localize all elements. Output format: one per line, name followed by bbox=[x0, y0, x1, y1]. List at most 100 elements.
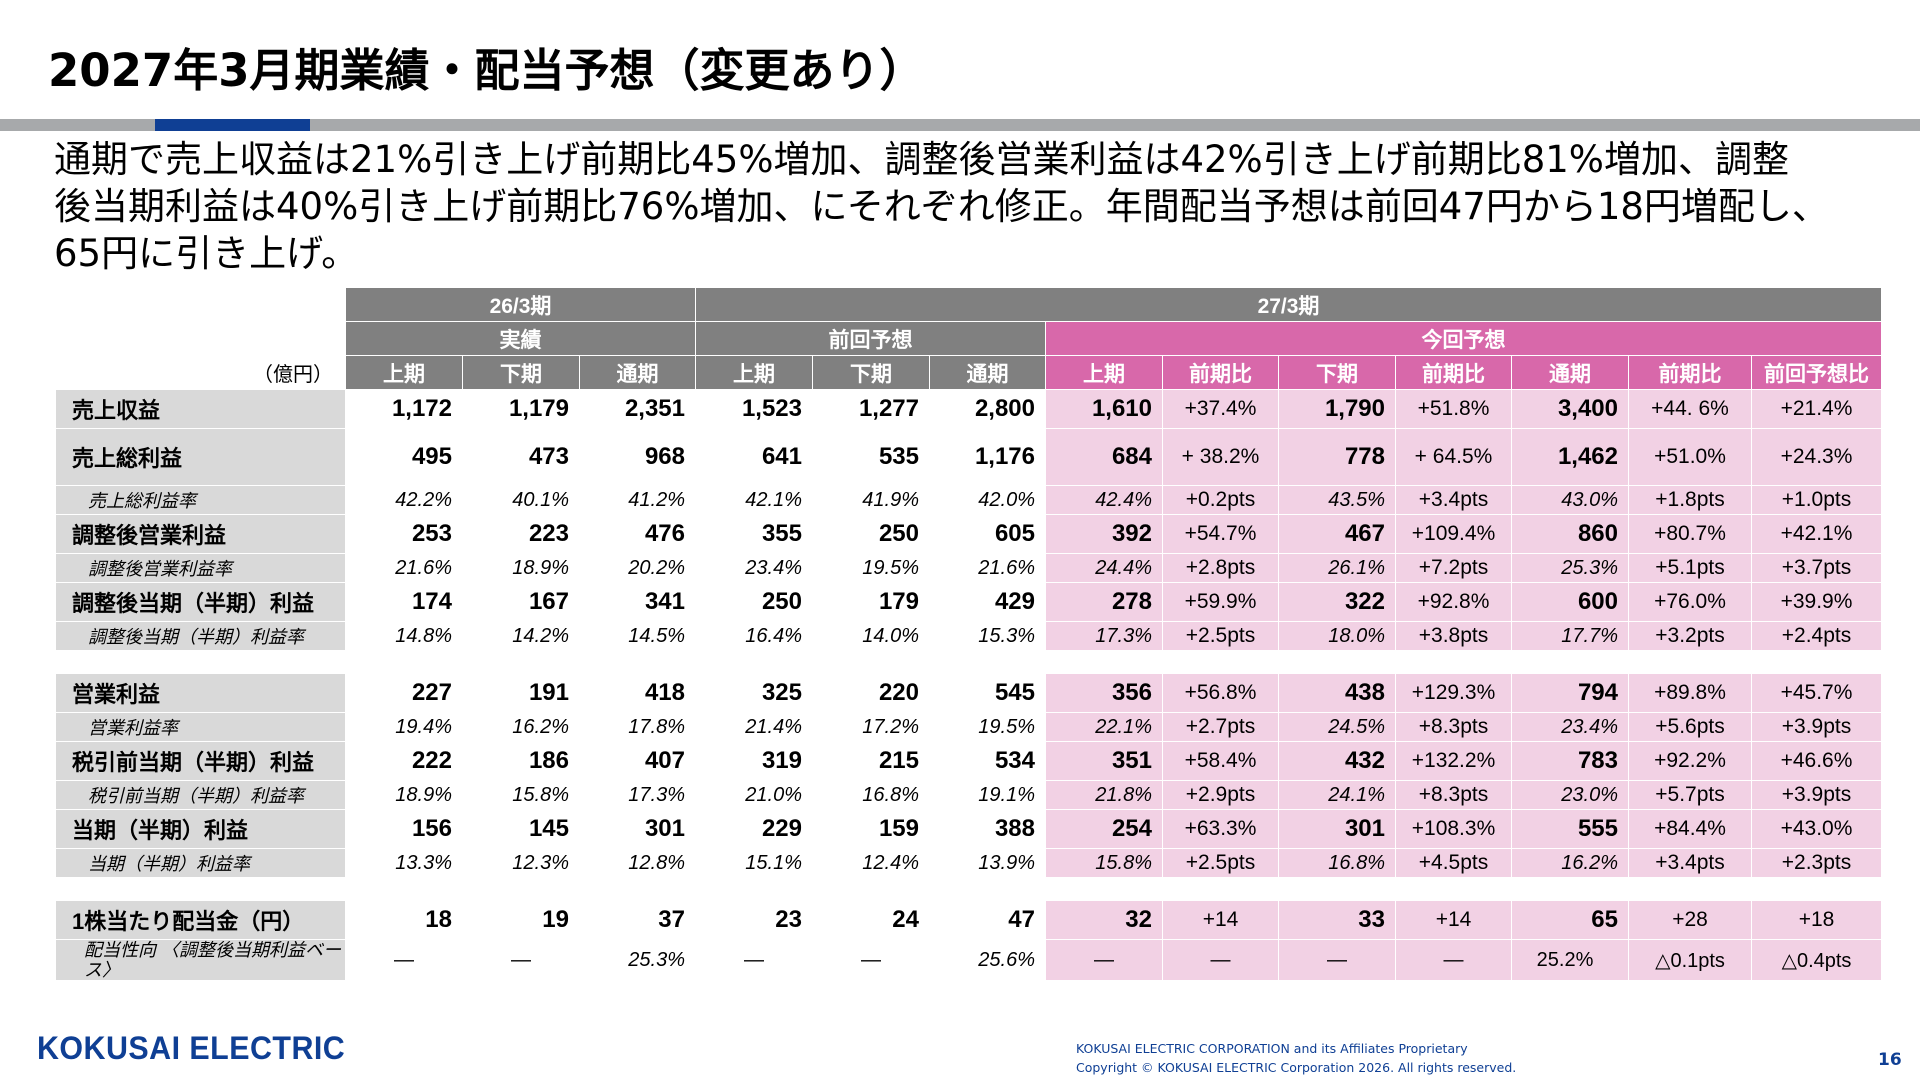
value-cell: 3,400 bbox=[1511, 389, 1629, 429]
proprietary-notice: KOKUSAI ELECTRIC CORPORATION and its Aff… bbox=[1076, 1041, 1468, 1056]
value-cell: 2,800 bbox=[929, 389, 1046, 429]
value-cell: 407 bbox=[579, 741, 696, 781]
change-cell: +5.6pts bbox=[1628, 712, 1752, 742]
value-cell: — bbox=[1278, 939, 1396, 981]
value-cell: 18 bbox=[345, 900, 463, 940]
change-cell: +59.9% bbox=[1162, 582, 1279, 622]
value-cell: 14.0% bbox=[812, 621, 930, 651]
change-cell: +89.8% bbox=[1628, 673, 1752, 713]
value-cell: 18.9% bbox=[462, 553, 580, 583]
change-cell: +109.4% bbox=[1395, 514, 1512, 554]
value-cell: 467 bbox=[1278, 514, 1396, 554]
table-row: 当期（半期）利益率 13.3% 12.3% 12.8% 15.1% 12.4% 13.9% 1… bbox=[55, 848, 1882, 878]
change-cell: +45.7% bbox=[1751, 673, 1882, 713]
table-row: 調整後当期（半期）利益 174 167 341 250 179 429 278 +59.9% 32… bbox=[55, 582, 1882, 622]
value-cell: 351 bbox=[1045, 741, 1163, 781]
value-cell: 534 bbox=[929, 741, 1046, 781]
value-cell: 42.4% bbox=[1045, 485, 1163, 515]
column-header: 下期 bbox=[462, 355, 580, 390]
row-label: 配当性向 〈調整後当期利益ベース〉 bbox=[55, 939, 346, 981]
change-cell: +14 bbox=[1395, 900, 1512, 940]
value-cell: 24.4% bbox=[1045, 553, 1163, 583]
row-label: 調整後営業利益 bbox=[55, 514, 346, 554]
value-cell: 14.2% bbox=[462, 621, 580, 651]
table-row: 調整後当期（半期）利益率 14.8% 14.2% 14.5% 16.4% 14.0% 15.… bbox=[55, 621, 1882, 651]
change-cell: +63.3% bbox=[1162, 809, 1279, 849]
table-row: 税引前当期（半期）利益 222 186 407 319 215 534 351 +58.4% 43… bbox=[55, 741, 1882, 781]
row-label: 当期（半期）利益率 bbox=[55, 848, 346, 878]
change-cell: +14 bbox=[1162, 900, 1279, 940]
value-cell: 319 bbox=[695, 741, 813, 781]
change-cell: +3.7pts bbox=[1751, 553, 1882, 583]
change-cell: +3.2pts bbox=[1628, 621, 1752, 651]
value-cell: 23.4% bbox=[1511, 712, 1629, 742]
corner-blank bbox=[55, 287, 346, 322]
change-cell: +3.8pts bbox=[1395, 621, 1512, 651]
table-row: 配当性向 〈調整後当期利益ベース〉 — —25.3% — —25.6% — — — —25.2%… bbox=[55, 939, 1882, 981]
value-cell: 43.5% bbox=[1278, 485, 1396, 515]
change-cell: +3.9pts bbox=[1751, 780, 1882, 810]
value-cell: 42.0% bbox=[929, 485, 1046, 515]
value-cell: 12.4% bbox=[812, 848, 930, 878]
row-label: 当期（半期）利益 bbox=[55, 809, 346, 849]
table-row: 営業利益 227 191 418 325 220 545 356 +56.8% 438 +129.3… bbox=[55, 673, 1882, 713]
value-cell: 145 bbox=[462, 809, 580, 849]
value-cell: 21.8% bbox=[1045, 780, 1163, 810]
column-header: 通期 bbox=[579, 355, 696, 390]
value-cell: — bbox=[695, 939, 813, 981]
value-cell: 17.3% bbox=[1045, 621, 1163, 651]
corner-blank bbox=[55, 321, 346, 356]
value-cell: 179 bbox=[812, 582, 930, 622]
value-cell: 26.1% bbox=[1278, 553, 1396, 583]
value-cell: 156 bbox=[345, 809, 463, 849]
change-cell: +108.3% bbox=[1395, 809, 1512, 849]
change-cell: + 38.2% bbox=[1162, 428, 1279, 486]
summary-line: 65円に引き上げ。 bbox=[54, 232, 359, 275]
value-cell: 16.8% bbox=[1278, 848, 1396, 878]
table-row: 1株当たり配当金（円） 18 19 37 23 24 47 32 +14 33 +14 65 +28 +1… bbox=[55, 900, 1882, 940]
value-cell: 24 bbox=[812, 900, 930, 940]
change-cell: +42.1% bbox=[1751, 514, 1882, 554]
table-row: 当期（半期）利益 156 145 301 229 159 388 254 +63.3% 301 +1… bbox=[55, 809, 1882, 849]
value-cell: 21.0% bbox=[695, 780, 813, 810]
column-header: 上期 bbox=[695, 355, 813, 390]
title-divider-band bbox=[0, 119, 1920, 131]
value-cell: 473 bbox=[462, 428, 580, 486]
value-cell: 191 bbox=[462, 673, 580, 713]
value-cell: 159 bbox=[812, 809, 930, 849]
column-header: 下期 bbox=[812, 355, 930, 390]
value-cell: 1,179 bbox=[462, 389, 580, 429]
change-cell: +84.4% bbox=[1628, 809, 1752, 849]
value-cell: 13.3% bbox=[345, 848, 463, 878]
change-cell: +3.4pts bbox=[1395, 485, 1512, 515]
change-cell: +43.0% bbox=[1751, 809, 1882, 849]
change-cell: +76.0% bbox=[1628, 582, 1752, 622]
change-cell: +5.7pts bbox=[1628, 780, 1752, 810]
value-cell: 19.1% bbox=[929, 780, 1046, 810]
value-cell: 37 bbox=[579, 900, 696, 940]
value-cell: 15.3% bbox=[929, 621, 1046, 651]
value-cell: 684 bbox=[1045, 428, 1163, 486]
value-cell: 13.9% bbox=[929, 848, 1046, 878]
value-cell: 15.8% bbox=[1045, 848, 1163, 878]
value-cell: 18.0% bbox=[1278, 621, 1396, 651]
value-cell: 25.6% bbox=[929, 939, 1046, 981]
value-cell: 2,351 bbox=[579, 389, 696, 429]
change-cell: +8.3pts bbox=[1395, 780, 1512, 810]
value-cell: 1,610 bbox=[1045, 389, 1163, 429]
page-number: 16 bbox=[1878, 1050, 1902, 1070]
subheader-actual: 実績 bbox=[345, 321, 696, 356]
value-cell: 388 bbox=[929, 809, 1046, 849]
value-cell: 40.1% bbox=[462, 485, 580, 515]
table-row: 売上総利益 495 473 968 641 535 1,176 684 + 38.2% 778 + … bbox=[55, 428, 1882, 486]
value-cell: 18.9% bbox=[345, 780, 463, 810]
value-cell: 14.8% bbox=[345, 621, 463, 651]
value-cell: 1,176 bbox=[929, 428, 1046, 486]
value-cell: 641 bbox=[695, 428, 813, 486]
value-cell: 16.4% bbox=[695, 621, 813, 651]
value-cell: 47 bbox=[929, 900, 1046, 940]
value-cell: 392 bbox=[1045, 514, 1163, 554]
value-cell: 301 bbox=[1278, 809, 1396, 849]
change-cell: +37.4% bbox=[1162, 389, 1279, 429]
value-cell: 17.3% bbox=[579, 780, 696, 810]
